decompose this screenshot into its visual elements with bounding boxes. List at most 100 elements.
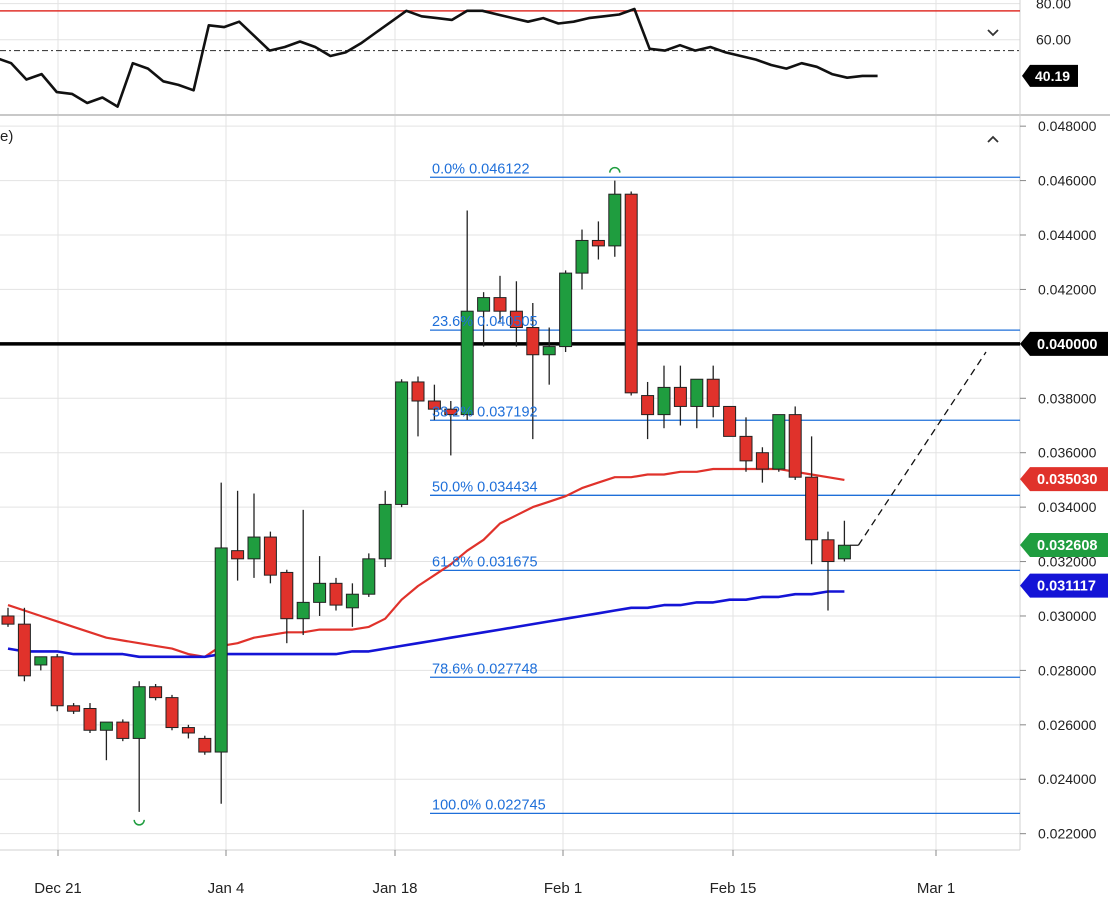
oscillator-line [0, 7, 878, 108]
y-tick-label: 0.028000 [1038, 662, 1097, 678]
candle [99, 721, 113, 761]
osc-value-label-bg [1022, 64, 1078, 87]
candle-body [559, 272, 573, 348]
candle-body [805, 476, 819, 541]
candle [805, 436, 819, 565]
price-label-black: 0.040000 [1020, 331, 1108, 356]
y-tick-label: 0.046000 [1038, 173, 1097, 189]
candle-body [280, 571, 294, 620]
candle [575, 229, 589, 290]
candle-body [444, 408, 458, 416]
candle [263, 531, 277, 584]
candle-body [231, 550, 245, 560]
candle [116, 719, 130, 742]
candle-body [247, 536, 261, 560]
candle [214, 482, 228, 804]
price-label-blue: 0.031117 [1020, 573, 1108, 598]
candle-body [296, 601, 310, 620]
candle [247, 493, 261, 578]
candle-body [460, 310, 474, 416]
fib-level-label: 78.6% 0.027748 [432, 661, 538, 677]
y-tick-label: 0.032000 [1038, 554, 1097, 570]
candle-body [755, 452, 769, 470]
y-tick-label: 0.034000 [1038, 499, 1097, 515]
candle [837, 520, 851, 562]
y-tick-label: 0.038000 [1038, 390, 1097, 406]
x-tick-label: Jan 4 [208, 880, 245, 897]
osc-tick-label: 80.00 [1036, 0, 1071, 12]
candle-body [788, 414, 802, 478]
collapse-oscillator-icon[interactable] [982, 22, 1004, 44]
x-tick-label: Feb 1 [544, 880, 582, 897]
candle [17, 607, 31, 682]
x-tick-label: Feb 15 [710, 880, 757, 897]
candle [329, 577, 343, 611]
candle [313, 556, 327, 616]
candle-body [67, 705, 81, 712]
candle-body [526, 327, 540, 356]
fib-level-label: 23.6% 0.040505 [432, 314, 538, 330]
y-tick-label: 0.022000 [1038, 826, 1097, 842]
candle-body [641, 395, 655, 416]
candle-body [329, 582, 343, 606]
candle-body [313, 582, 327, 603]
candle [378, 490, 392, 567]
candle [181, 724, 195, 739]
candle-body [395, 381, 409, 505]
candle [509, 281, 523, 347]
candle-body [132, 686, 146, 739]
candle-body [608, 193, 622, 247]
y-tick-label: 0.030000 [1038, 608, 1097, 624]
candle [345, 583, 359, 627]
candle [280, 569, 294, 644]
candle-body [837, 544, 851, 560]
candle [296, 509, 310, 636]
candle [755, 447, 769, 483]
candle [591, 221, 605, 260]
candle [427, 384, 441, 421]
candle-body [575, 239, 589, 274]
price-label-bg [1020, 467, 1108, 492]
candle-body [706, 378, 720, 407]
candle [1, 607, 15, 627]
price-label-bg [1020, 573, 1108, 598]
candles [1, 180, 851, 812]
x-tick-label: Mar 1 [917, 880, 955, 897]
candle-body [345, 593, 359, 609]
fractal-low-marker [133, 819, 145, 826]
candle-body [214, 547, 228, 753]
candle [362, 553, 376, 597]
candle-body [198, 737, 212, 753]
candle [641, 381, 655, 440]
candle [411, 376, 425, 437]
candle [542, 327, 556, 385]
candle-body [723, 405, 737, 437]
candle-body [739, 435, 753, 462]
candle [706, 365, 720, 418]
candle [788, 406, 802, 480]
candle [739, 417, 753, 472]
price-label-text: 0.031117 [1037, 579, 1096, 595]
y-tick-label: 0.036000 [1038, 445, 1097, 461]
candle-body [427, 400, 441, 410]
candle-body [34, 656, 48, 666]
candle-body [149, 686, 163, 699]
price-label-text: 0.032608 [1037, 538, 1097, 554]
collapse-price-panel-icon[interactable] [982, 128, 1004, 150]
ema-red-line [7, 467, 845, 658]
candle [395, 379, 409, 508]
candle-body [591, 239, 605, 247]
candle [50, 654, 64, 712]
price-label-bg [1020, 331, 1108, 356]
candle [624, 191, 638, 396]
candle [67, 703, 81, 714]
x-tick-label: Dec 21 [34, 880, 82, 897]
candle [149, 684, 163, 701]
candle-body [493, 297, 507, 312]
candle [493, 275, 507, 323]
y-tick-label: 0.024000 [1038, 771, 1097, 787]
candle [559, 270, 573, 353]
candle-body [657, 386, 671, 416]
